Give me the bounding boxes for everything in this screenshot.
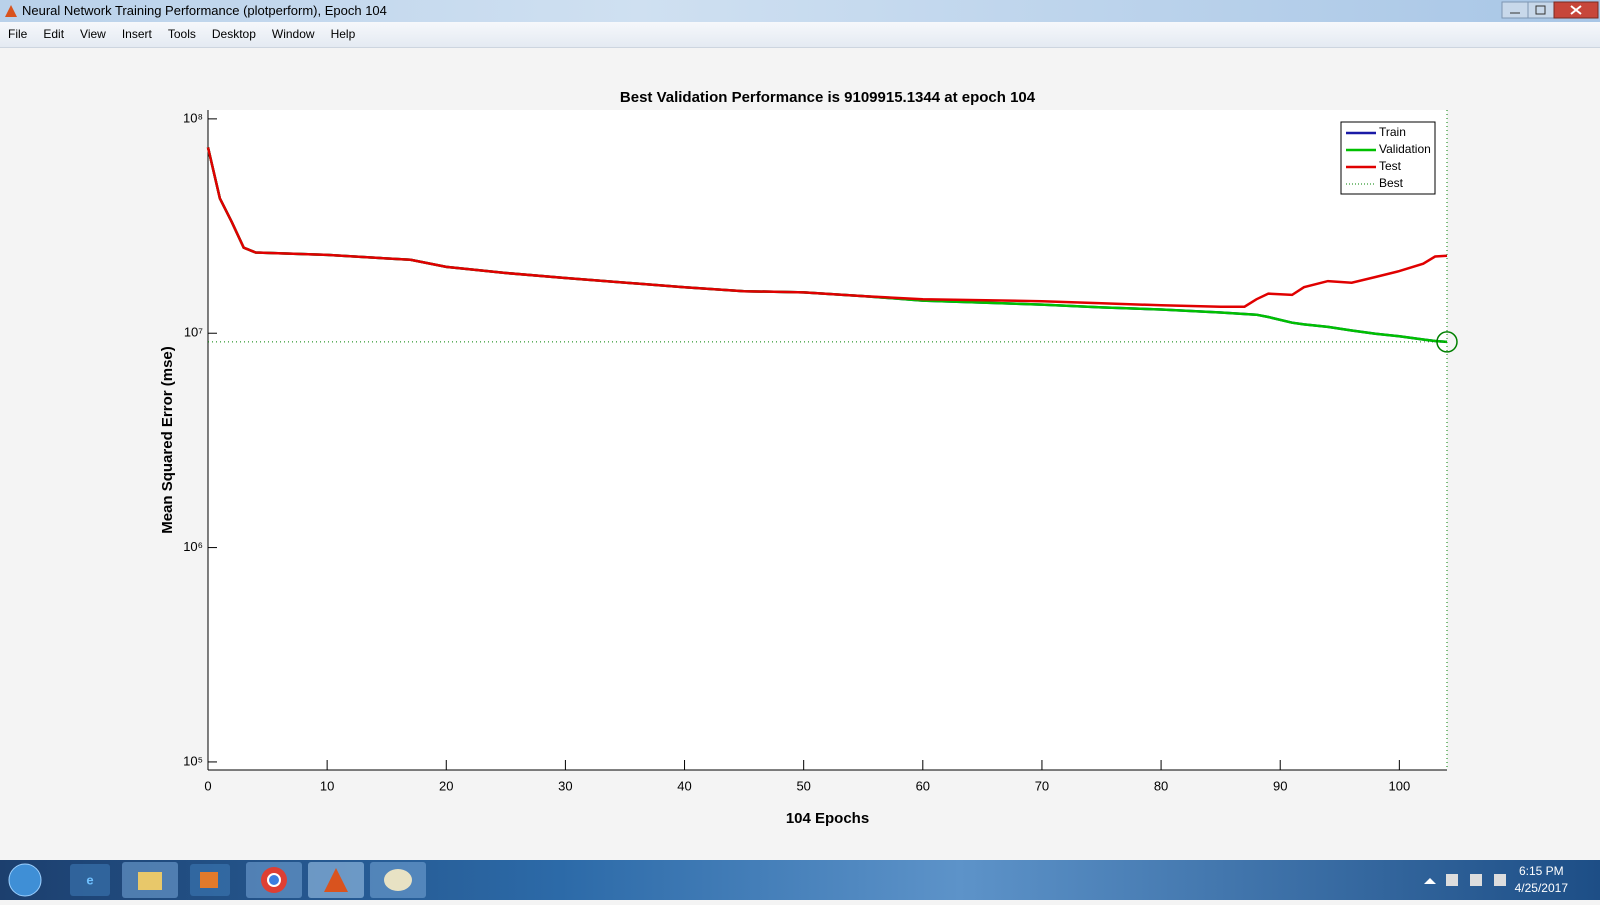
x-tick-label: 50: [796, 778, 810, 793]
y-axis-label: Mean Squared Error (mse): [159, 346, 176, 534]
clock-date: 4/25/2017: [1514, 881, 1568, 895]
y-tick-label: 10⁵: [183, 753, 203, 768]
menu-item[interactable]: Desktop: [211, 27, 256, 41]
app-icon: [5, 5, 17, 17]
window-title: Neural Network Training Performance (plo…: [22, 3, 387, 18]
y-tick-label: 10⁸: [183, 110, 203, 125]
legend-label: Train: [1379, 125, 1406, 139]
menu-item[interactable]: Edit: [43, 27, 65, 41]
y-tick-label: 10⁶: [183, 539, 203, 554]
menu-item[interactable]: View: [80, 27, 106, 41]
svg-text:e: e: [86, 872, 93, 887]
x-tick-label: 20: [439, 778, 453, 793]
x-tick-label: 40: [677, 778, 691, 793]
chart: Best Validation Performance is 9109915.1…: [159, 89, 1458, 827]
legend-label: Best: [1379, 176, 1404, 190]
menu-item[interactable]: Insert: [121, 27, 152, 41]
taskbar-icons: e: [8, 862, 1506, 898]
chart-title: Best Validation Performance is 9109915.1…: [620, 89, 1036, 106]
window-controls[interactable]: [1500, 0, 1600, 22]
x-tick-label: 30: [558, 778, 572, 793]
x-tick-label: 60: [916, 778, 930, 793]
x-tick-label: 100: [1388, 778, 1410, 793]
series-line: [206, 147, 1448, 308]
menu-item[interactable]: File: [8, 27, 28, 41]
taskbar: e 6:15 PM 4/25/2017: [0, 860, 1600, 900]
menu-item[interactable]: Window: [271, 27, 315, 41]
best-marker: [1436, 331, 1458, 353]
y-tick-label: 10⁷: [184, 325, 203, 340]
clock: 6:15 PM 4/25/2017: [1515, 863, 1568, 897]
x-tick-label: 80: [1154, 778, 1168, 793]
x-tick-label: 90: [1273, 778, 1287, 793]
plot-area: [208, 110, 1447, 770]
clock-time: 6:15 PM: [1518, 864, 1564, 878]
menu-item[interactable]: Tools: [167, 27, 196, 41]
legend-label: Validation: [1379, 142, 1431, 156]
x-axis-label: 104 Epochs: [786, 810, 869, 827]
x-tick-label: 70: [1035, 778, 1049, 793]
x-tick-label: 0: [204, 778, 211, 793]
menu-bar: File Edit View Insert Tools Desktop Window Help: [0, 22, 1600, 48]
title-bar: Neural Network Training Performance (plo…: [0, 0, 1600, 22]
menu-item[interactable]: Help: [330, 27, 356, 41]
legend-label: Test: [1379, 159, 1402, 173]
x-tick-label: 10: [320, 778, 334, 793]
